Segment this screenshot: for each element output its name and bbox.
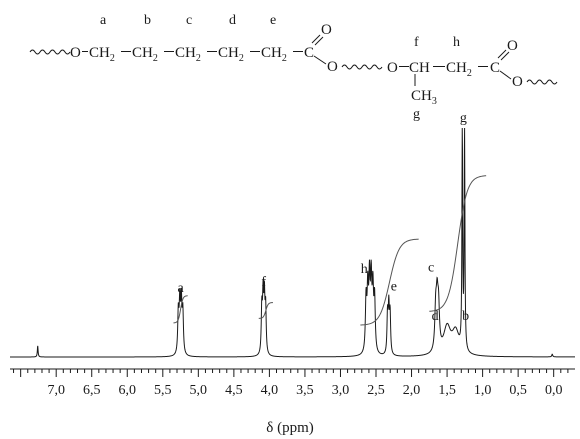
carbonyl-oxygen-2: O bbox=[507, 38, 518, 54]
label-a: a bbox=[100, 13, 107, 28]
peak-label-e: e bbox=[391, 280, 397, 295]
x-axis-title: δ (ppm) bbox=[266, 420, 313, 436]
x-tick-label: 4,5 bbox=[225, 383, 243, 398]
x-tick-label: 7,0 bbox=[47, 383, 65, 398]
ch2-d: CH2 bbox=[218, 45, 244, 64]
x-tick-label: 0,5 bbox=[509, 383, 527, 398]
x-axis-tick-labels: 7,0 6,5 6,0 5,5 5,0 4,5 4,0 3,5 3,0 2,5 2,0 1,5 1,0 0… bbox=[47, 383, 562, 398]
label-h: h bbox=[453, 35, 460, 50]
x-tick-label: 2,0 bbox=[403, 383, 421, 398]
ester-oxygen-2: O bbox=[512, 74, 523, 90]
peak-label-d: d bbox=[432, 309, 439, 324]
x-tick-label: 5,5 bbox=[154, 383, 172, 398]
carbonyl-carbon-1: C bbox=[304, 45, 314, 61]
integral-curve bbox=[258, 302, 273, 319]
chemical-structure: a b c d e f h g O CH2 CH2 CH2 CH2 CH2 C … bbox=[29, 13, 558, 122]
integral-curve bbox=[360, 238, 419, 326]
x-tick-label: 3,0 bbox=[332, 383, 350, 398]
spectrum-trace bbox=[10, 127, 575, 358]
ch-f: CH bbox=[409, 60, 430, 76]
ch2-h: CH2 bbox=[446, 60, 472, 79]
label-b: b bbox=[144, 13, 151, 28]
ester-oxygen-1: O bbox=[327, 59, 338, 75]
ch2-e: CH2 bbox=[261, 45, 287, 64]
bond-ester-1 bbox=[313, 55, 327, 65]
x-tick-label: 5,0 bbox=[190, 383, 208, 398]
nmr-spectrum: a f h e c d b g 7,0 6,5 6,0 5,5 5,0 4,5 4,0 3,5 3,0 2,5 2… bbox=[10, 111, 575, 436]
x-tick-label: 6,5 bbox=[83, 383, 101, 398]
label-d: d bbox=[229, 13, 236, 28]
x-tick-label: 1,0 bbox=[474, 383, 492, 398]
ch2-b: CH2 bbox=[132, 45, 158, 64]
peak-label-g: g bbox=[460, 111, 467, 126]
integral-curves bbox=[173, 175, 487, 326]
double-bond-2a bbox=[497, 49, 507, 59]
ch3-g: CH3 bbox=[411, 88, 437, 107]
double-bond-1a bbox=[311, 34, 321, 44]
ch2-c: CH2 bbox=[175, 45, 201, 64]
label-e: e bbox=[270, 13, 276, 28]
double-bond-1b bbox=[314, 36, 324, 46]
label-g: g bbox=[413, 107, 420, 122]
double-bond-2b bbox=[500, 51, 510, 61]
x-axis-ticks bbox=[13, 369, 569, 377]
carbonyl-oxygen-1: O bbox=[321, 22, 332, 38]
carbonyl-carbon-2: C bbox=[490, 60, 500, 76]
peak-label-h: h bbox=[361, 262, 368, 277]
ether-oxygen-1: O bbox=[70, 45, 81, 61]
x-tick-label: 4,0 bbox=[261, 383, 279, 398]
peak-label-c: c bbox=[428, 260, 434, 275]
polymer-chain-wavy-left bbox=[29, 49, 71, 55]
x-tick-label: 6,0 bbox=[119, 383, 137, 398]
x-tick-label: 1,5 bbox=[438, 383, 456, 398]
label-c: c bbox=[186, 13, 192, 28]
peak-label-a: a bbox=[177, 281, 184, 296]
peak-label-f: f bbox=[261, 274, 266, 289]
x-tick-label: 3,5 bbox=[296, 383, 314, 398]
ch2-a: CH2 bbox=[89, 45, 115, 64]
integral-curve bbox=[429, 175, 487, 312]
ether-oxygen-2: O bbox=[387, 60, 398, 76]
x-tick-label: 0,0 bbox=[545, 383, 563, 398]
peak-label-b: b bbox=[462, 309, 469, 324]
bond-ester-2 bbox=[499, 70, 512, 80]
label-f: f bbox=[414, 35, 419, 50]
x-tick-label: 2,5 bbox=[367, 383, 385, 398]
polymer-chain-wavy-middle bbox=[341, 64, 383, 70]
integral-curve bbox=[173, 295, 188, 324]
peak-labels: a f h e c d b g bbox=[177, 111, 469, 324]
polymer-chain-wavy-right bbox=[526, 79, 558, 85]
